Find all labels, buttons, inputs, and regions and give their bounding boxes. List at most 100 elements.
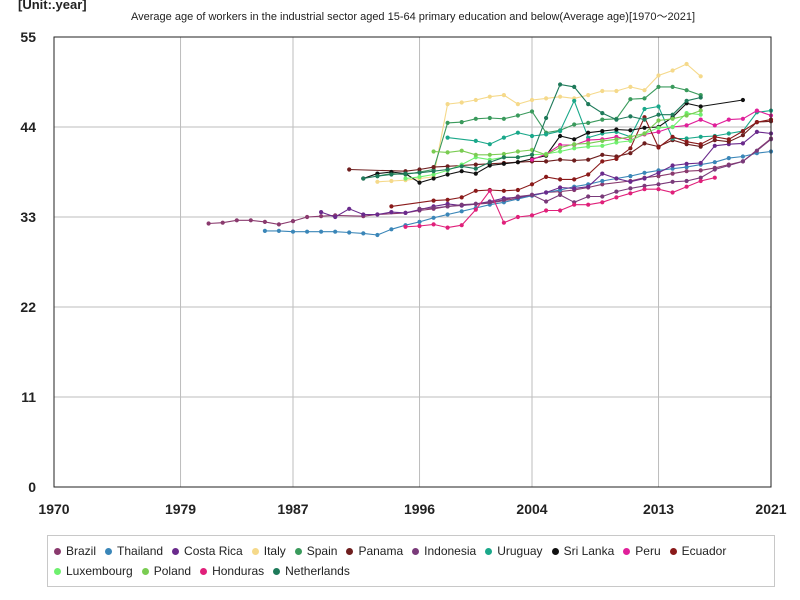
legend-swatch [54, 567, 61, 575]
data-point-brazil [670, 171, 675, 176]
legend-label: Peru [635, 544, 661, 558]
data-point-italy [473, 97, 478, 103]
data-point-honduras [656, 187, 661, 192]
series-honduras [403, 175, 717, 230]
data-point-brazil [305, 214, 310, 220]
data-point-netherlands [698, 95, 703, 100]
data-point-costa-rica [403, 210, 408, 215]
data-point-honduras [684, 184, 689, 189]
data-point-ecuador [515, 187, 521, 193]
data-point-thailand [459, 209, 464, 214]
data-point-uruguay [726, 131, 731, 136]
legend-swatch [346, 547, 354, 555]
data-point-honduras [628, 191, 633, 196]
data-point-italy [544, 96, 549, 101]
data-point-indonesia [614, 189, 619, 194]
data-point-italy [698, 74, 703, 79]
data-point-italy [487, 94, 492, 99]
data-point-costa-rica [670, 163, 675, 168]
data-point-sri-lanka [459, 169, 464, 174]
data-point-netherlands [375, 174, 380, 179]
data-point-spain [572, 122, 577, 127]
legend-label: Thailand [117, 544, 164, 558]
data-point-costa-rica [558, 185, 563, 190]
data-point-poland [558, 145, 563, 150]
data-point-poland [515, 149, 521, 154]
data-point-spain [459, 120, 464, 125]
x-axis-ticks: 1970 1979 1987 1996 2004 2013 2021 [38, 501, 786, 517]
data-point-poland [431, 149, 436, 154]
legend-item: Panama [346, 541, 403, 561]
data-point-netherlands [628, 114, 633, 119]
data-point-thailand [333, 229, 338, 234]
data-point-panama [586, 157, 591, 162]
data-point-thailand [740, 154, 746, 159]
data-point-honduras [712, 175, 717, 180]
data-point-poland [473, 152, 478, 157]
data-point-netherlands [684, 98, 689, 103]
data-point-thailand [712, 160, 717, 165]
data-point-netherlands [403, 171, 408, 176]
legend-item: Italy [251, 541, 286, 561]
data-point-netherlands [487, 160, 492, 165]
data-point-italy [628, 84, 633, 89]
data-point-italy [656, 73, 661, 78]
data-point-uruguay [572, 98, 577, 103]
y-tick-label: 33 [20, 209, 36, 225]
data-point-indonesia [656, 182, 661, 187]
legend: Brazil Thailand Costa Rica Italy Spain Panama… [47, 535, 775, 587]
data-point-peru [684, 123, 689, 128]
data-point-costa-rica [656, 170, 661, 175]
data-point-indonesia [754, 148, 760, 153]
data-point-indonesia [459, 202, 464, 207]
legend-label: Poland [153, 564, 192, 578]
data-point-luxembourg [698, 112, 703, 117]
data-point-sri-lanka [501, 161, 506, 166]
data-point-thailand [600, 178, 605, 184]
data-point-luxembourg [586, 144, 591, 149]
data-point-sri-lanka [558, 133, 563, 139]
data-point-spain [515, 113, 521, 118]
data-point-indonesia [698, 175, 703, 180]
data-point-ecuador [389, 204, 394, 209]
data-point-sri-lanka [515, 160, 521, 165]
data-point-thailand [417, 219, 422, 224]
series-line-italy [377, 63, 702, 183]
data-point-brazil [656, 174, 661, 179]
data-point-ecuador [628, 146, 633, 151]
data-point-netherlands [445, 167, 450, 172]
data-point-ecuador [529, 182, 535, 187]
data-point-spain [642, 96, 647, 101]
data-point-sri-lanka [698, 104, 703, 109]
data-point-sri-lanka [417, 180, 422, 185]
data-point-netherlands [529, 152, 535, 157]
y-tick-label: 44 [20, 119, 36, 135]
legend-label: Uruguay [497, 544, 543, 558]
data-point-costa-rica [698, 160, 703, 166]
data-point-poland [628, 134, 633, 139]
series-line-poland [433, 110, 701, 156]
data-point-uruguay [684, 136, 689, 141]
legend-item: Sri Lanka [551, 541, 614, 561]
data-point-thailand [431, 215, 436, 220]
data-point-peru [740, 116, 746, 121]
data-point-italy [684, 61, 689, 67]
data-point-honduras [642, 187, 647, 192]
data-point-panama [347, 167, 352, 172]
x-tick-label: 1987 [277, 501, 308, 517]
data-point-luxembourg [656, 125, 661, 130]
data-point-honduras [670, 190, 675, 195]
plot-area [206, 61, 774, 238]
data-point-italy [642, 88, 647, 93]
data-point-italy [515, 102, 521, 107]
legend-label: Ecuador [681, 544, 727, 558]
data-point-peru [656, 129, 661, 134]
data-point-thailand [276, 228, 281, 233]
data-point-indonesia [473, 201, 478, 206]
data-point-ecuador [572, 177, 577, 182]
data-point-honduras [558, 208, 563, 213]
data-point-sri-lanka [740, 97, 746, 103]
data-point-brazil [684, 169, 689, 174]
data-point-costa-rica [740, 141, 746, 146]
data-point-ecuador [712, 134, 717, 139]
